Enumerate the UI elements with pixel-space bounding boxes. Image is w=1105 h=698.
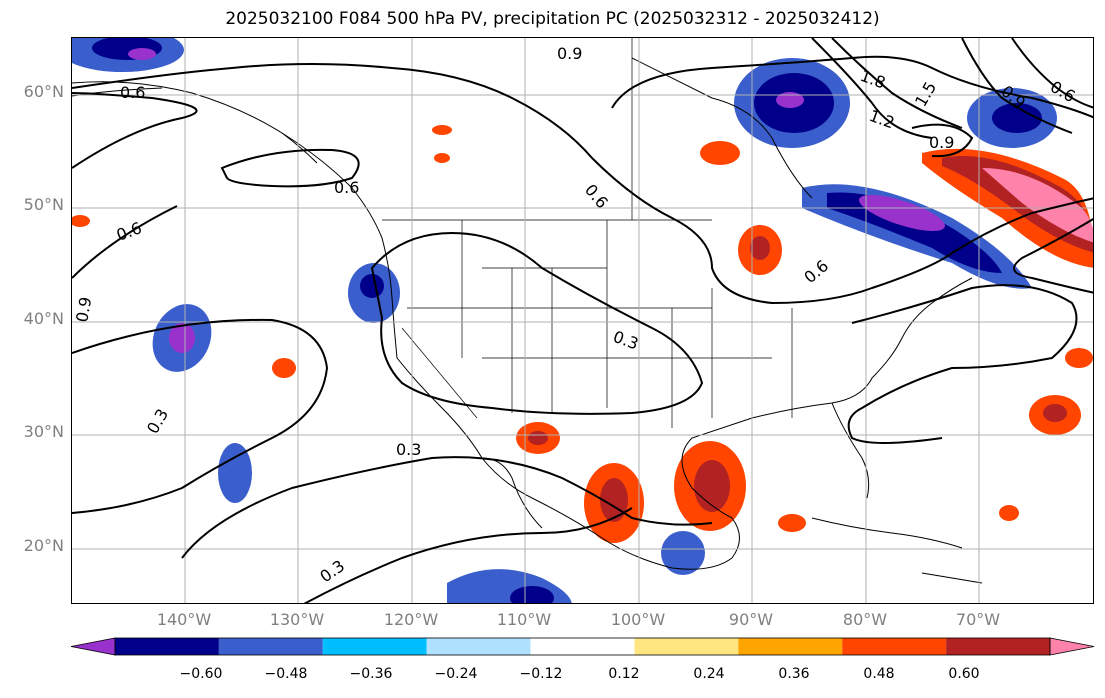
colorbar-segment [530,638,635,655]
lon-label: 140°W [156,610,212,629]
colorbar-segments [70,637,1095,656]
contour-label: 0.3 [143,405,172,437]
colorbar-tick-label: −0.48 [264,666,308,682]
contour-label: 0.6 [581,180,612,212]
colorbar-tick-label: 0.24 [693,666,725,682]
contour-label: 0.3 [611,327,641,354]
contour-label: 1.5 [911,78,940,110]
lat-label: 50°N [23,195,64,214]
contour-label: 0.6 [800,256,832,287]
colorbar-segment [738,638,843,655]
colorbar-tick-label: 0.12 [608,666,640,682]
colorbar-segment [218,638,323,655]
lat-label: 30°N [23,422,64,441]
contour-label: 1.2 [867,106,897,133]
colorbar-extend-max [1049,637,1095,656]
colorbar-segment [842,638,947,655]
contour-label: 0.9 [929,133,954,152]
contour-label: 1.8 [858,66,888,93]
lon-label: 90°W [728,610,774,629]
lat-label: 40°N [23,309,64,328]
contour-label: 0.6 [120,83,145,102]
colorbar-outline [114,637,1051,656]
colorbar-tick-label: −0.36 [349,666,393,682]
contour-label: 0.9 [557,44,582,63]
state-borders [382,38,793,428]
colorbar-segment [946,638,1050,655]
lon-label: 100°W [610,610,666,629]
contour-label: 0.6 [114,218,144,245]
contour-label: 0.3 [316,556,348,586]
colorbar-extend-min [70,637,116,656]
lat-label: 20°N [23,536,64,555]
lon-label: 110°W [496,610,552,629]
map-title: 2025032100 F084 500 hPa PV, precipitatio… [225,9,880,29]
map-canvas: 0.9 0.6 1.8 1.2 1.5 0.9 0.6 0.6 0.6 0.6 … [72,38,1093,603]
colorbar-tick-label: 0.36 [778,666,810,682]
colorbar-tick-label: 0.60 [948,666,980,682]
colorbar-segment [634,638,739,655]
lat-label: 60°N [23,82,64,101]
contour-label: 0.9 [72,295,95,323]
pv-contours [72,38,1093,603]
contour-label: 0.3 [396,440,421,459]
graticule [72,38,1093,603]
contour-label: 0.6 [1047,77,1079,106]
colorbar-segment [115,638,219,655]
lon-label: 80°W [842,610,888,629]
contour-label: 0.6 [334,178,359,197]
lon-label: 120°W [383,610,439,629]
colorbar-segment [322,638,427,655]
lon-label: 70°W [955,610,1001,629]
colorbar-tick-label: −0.60 [179,666,223,682]
colorbar-tick-label: −0.24 [434,666,478,682]
colorbar-segment [426,638,531,655]
colorbar-tick-label: 0.48 [863,666,895,682]
colorbar-tick-label: −0.12 [519,666,563,682]
lon-label: 130°W [269,610,325,629]
map-panel: 0.9 0.6 1.8 1.2 1.5 0.9 0.6 0.6 0.6 0.6 … [71,37,1094,604]
